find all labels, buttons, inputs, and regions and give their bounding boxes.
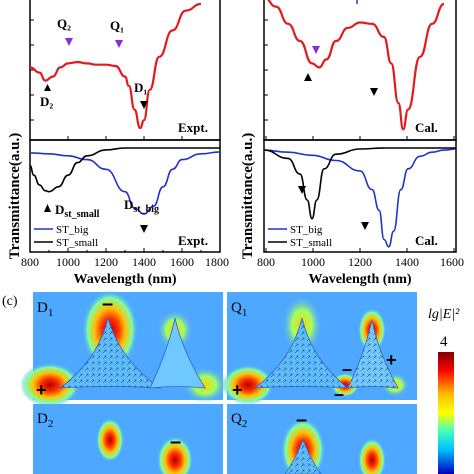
x-tick-left-1600: 1600 (170, 255, 194, 269)
panel-right-top (263, 0, 457, 141)
x-tick-right-1000: 1000 (301, 255, 325, 269)
marker-q2-arrow (65, 38, 73, 46)
colorbar-gradient (438, 352, 454, 474)
x-tick-left-1200: 1200 (94, 255, 118, 269)
svg-text:–: – (342, 359, 352, 379)
x-tick-right-1200: 1200 (348, 255, 372, 269)
x-tick-right-1600: 1600 (440, 255, 464, 269)
svg-text:+: + (232, 380, 243, 400)
x-tick-left-800: 800 (21, 255, 39, 269)
x-tick-labels-left: 800 1000 1200 1400 1600 1800 (21, 255, 229, 269)
field-map-q2: Q2 – (227, 404, 417, 474)
marker-d-arrow-right-2 (370, 88, 378, 96)
svg-text:–: – (102, 293, 113, 315)
x-tick-left-1000: 1000 (56, 255, 80, 269)
svg-text:–: – (296, 409, 307, 431)
axis-ticks (29, 19, 455, 252)
marker-q2-label: Q₂ (57, 16, 71, 31)
svg-text:–: – (170, 431, 181, 453)
field-map-q1: Q1 + – – + (222, 292, 417, 405)
tag-cal-top: Cal. (415, 120, 438, 135)
tag-cal-bottom: Cal. (415, 233, 438, 248)
colorbar: lg|E|² 4 (428, 307, 460, 474)
x-tick-right-1400: 1400 (395, 255, 419, 269)
right-top-annotations: Cal. (304, 0, 438, 135)
svg-text:+: + (386, 350, 397, 370)
legend-st-small-right: ST_small (290, 237, 332, 249)
svg-text:–: – (334, 384, 344, 404)
legend-st-big-left: ST_big (56, 224, 89, 236)
left-bottom-annotations: Dst_small Dst_big ST_big ST_small Expt. (34, 197, 208, 249)
spectra-curves (30, 0, 456, 248)
right-bottom-series-st-small (264, 147, 456, 220)
left-top-annotations: Q₂ Q₁ D₂ D₁ Expt. (40, 16, 208, 135)
y-axis-label-left: Transmittance(a.u.) (7, 133, 23, 259)
x-tick-left-1400: 1400 (132, 255, 156, 269)
x-tick-right-800: 800 (257, 255, 275, 269)
legend-right: ST_big ST_small (268, 224, 332, 249)
right-bottom-annotations: ST_big ST_small Cal. (268, 186, 438, 249)
left-bottom-series-st-big (30, 151, 220, 215)
marker-d2-arrow (44, 84, 51, 91)
marker-d2-label: D₂ (40, 94, 53, 109)
x-axis-label-right: Wavelength (nm) (308, 272, 411, 287)
x-tick-labels-right: 800 1000 1200 1400 1600 (257, 255, 464, 269)
marker-dst-small-arrow (44, 204, 51, 212)
marker-st-big-arrow-right (361, 222, 369, 230)
marker-st-small-arrow-right (298, 186, 306, 194)
right-top-series-0 (267, 0, 445, 131)
marker-q1-label: Q₁ (110, 18, 124, 33)
field-map-q1-label: Q1 (231, 300, 247, 319)
marker-dst-big-label: Dst_big (124, 197, 159, 215)
panel-c-label: (c) (2, 294, 18, 309)
marker-dst-small-label: Dst_small (55, 202, 100, 220)
svg-text:+: + (36, 380, 47, 400)
legend-st-small-left: ST_small (56, 237, 98, 249)
legend-st-big-right: ST_big (290, 224, 323, 236)
x-tick-left-1800: 1800 (205, 255, 229, 269)
colorbar-max: 4 (440, 334, 448, 350)
left-top-series-0 (30, 2, 202, 130)
marker-d-arrow-right-1 (304, 73, 312, 81)
y-axis-label-right: Transmittance(a.u.) (240, 133, 256, 259)
marker-q-arrow-right (312, 46, 320, 54)
tag-expt-top: Expt. (178, 120, 208, 135)
field-map-d2-label: D2 (37, 411, 53, 430)
right-bottom-series-st-big (264, 148, 456, 248)
field-map-d1: D1 – + (20, 290, 227, 407)
field-map-d2: D2 – (33, 404, 223, 474)
tag-expt-bottom: Expt. (178, 233, 208, 248)
marker-d1-label: D₁ (134, 80, 147, 95)
left-bottom-series-st-small (30, 147, 220, 193)
marker-d1-arrow (140, 101, 148, 109)
marker-q1-arrow (115, 40, 123, 48)
field-map-q2-label: Q2 (231, 411, 247, 430)
x-axis-label-left: Wavelength (nm) (73, 272, 176, 287)
marker-dst-big-arrow (140, 225, 148, 233)
legend-left: ST_big ST_small (34, 224, 98, 249)
field-map-d1-label: D1 (37, 300, 53, 319)
colorbar-label: lg|E|² (428, 307, 460, 322)
